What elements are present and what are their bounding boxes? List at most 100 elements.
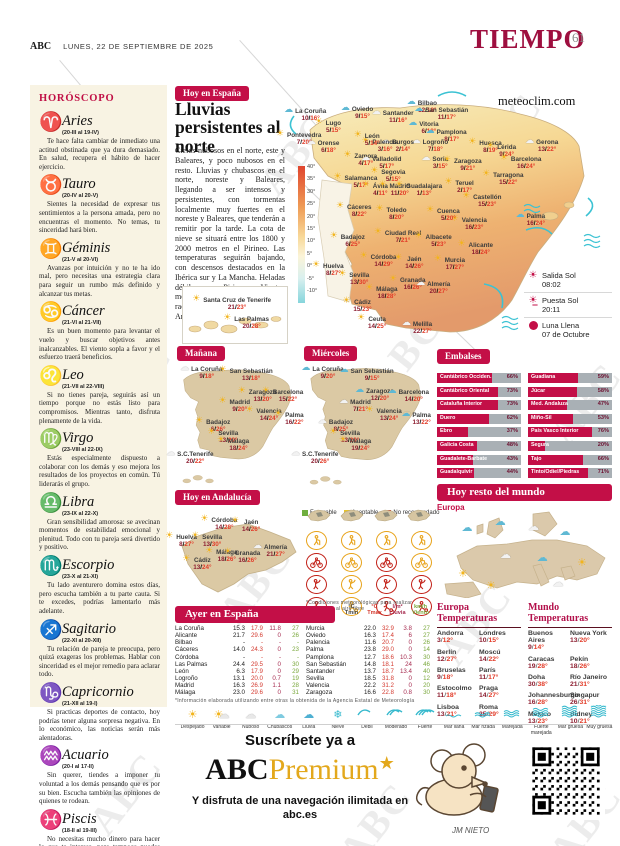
portugal-area (317, 179, 355, 303)
sign-dates: (18-II al 19-III) (62, 827, 97, 834)
table-row: Oviedo 16.3 17.4 6 27 (306, 632, 430, 640)
legend-sun-icon: ☀ Despejado (180, 709, 205, 730)
horoscope-entry: ♋ Cáncer (21-VI al 21-VII) Es un buen momen… (39, 302, 160, 361)
zodiac-icon: ♋ (39, 302, 63, 324)
reservoir-bar: Guadalete-Barbate 43% (437, 454, 521, 465)
city-weather: ☁ Burgos 2/14° (380, 135, 415, 154)
reservoir-bar: Miño-Sil 53% (528, 413, 612, 424)
city-weather: ☁ Santander 11/16° (371, 105, 414, 124)
ciclismo-icon (411, 553, 432, 572)
city-weather: ☀ Valencia 14/24° (245, 403, 282, 422)
temps-row: Doha 30/38° Río Janeiro 21/31° (528, 673, 608, 688)
region-map-icon (406, 508, 432, 528)
rain-cloud-icon: ☁ (425, 124, 435, 135)
column-header: °C Tmáx (367, 604, 382, 617)
sign-text: Estás especialmente dispuesto a colabora… (39, 454, 160, 489)
rain-cloud-icon: ☁ (301, 362, 311, 373)
source-credit: meteoclim.com (498, 94, 576, 108)
city-weather: ☀ Zamora 4/17° (343, 149, 378, 168)
table-row: Palma 23.8 29.0 0 14 (306, 646, 430, 654)
city-weather: ☁ La Coruña 9/20° (301, 362, 344, 381)
city-weather: ☀ Barcelona 16/24° (499, 151, 542, 170)
city-weather: ☀ Sevilla 13/29° (207, 425, 239, 444)
cloud-icon: ☁ (180, 362, 190, 373)
city-weather: ☁ San Sebastián 9/15° (339, 363, 394, 382)
column-header: °C Tmín (344, 604, 359, 617)
legend-s3-icon: Marejada (498, 705, 527, 730)
sign-dates: (21-VI al 21-VII) (62, 320, 102, 327)
wind-arrows-decoration (289, 91, 594, 309)
cloud-icon: ☁ (411, 135, 421, 146)
reservoir-bar: Segura 20% (528, 440, 612, 451)
star-icon: ★ (378, 753, 395, 773)
world-badge: Hoy resto del mundo (437, 484, 612, 501)
cloud-icon: ☁ (166, 447, 176, 458)
golf-icon (306, 575, 327, 594)
sun-moon-panel: ☀ Salida Sol 08:02 ☀̲ Puesta Sol 20:11 Lun… (524, 268, 612, 342)
temps-row: Johannesburgo 16/28° Singapur 26/31° (528, 692, 600, 707)
cloud-icon: ☁ (339, 395, 349, 406)
zodiac-icon: ♌ (39, 365, 63, 387)
city-weather: ☁ Almería 21/27° (253, 539, 288, 558)
city-weather: ☀ Salamanca 5/17° (333, 171, 378, 190)
city-weather: ☀ Pontevedra 7/20° (276, 127, 322, 146)
sign-dates: (21-XII al 19-I) (62, 700, 98, 707)
sun-icon: ☀ (218, 395, 227, 406)
sun-icon: ☀ (486, 580, 496, 593)
city-weather: ☀ Sevilla 13/30° (191, 530, 223, 549)
yesterday-table-headers: °C Tmín °C Tmáx l/m² Lluvia km/h Viento (340, 604, 432, 616)
city-weather: ☁ La Coruña 9/18° (180, 362, 223, 381)
sunrise-row: ☀ Salida Sol 08:02 (524, 268, 612, 293)
sun-icon: ☀ (245, 403, 254, 414)
table-row: Valencia 22.2 31.2 0 20 (306, 682, 430, 690)
region-map-icon (373, 508, 399, 528)
sun-icon: ☀ (378, 178, 387, 189)
city-weather: ☀ Las Palmas 20/28° (223, 312, 269, 331)
table-row: Murcia 22.0 32.9 3.8 27 (306, 625, 430, 633)
city-weather: ☀ Teruel 2/17° (444, 176, 474, 195)
ciclismo-icon (376, 553, 397, 572)
reservoirs-panel: Embalses Cantábrico Occiden. 66% Cantábric… (437, 346, 612, 482)
city-weather: ☀ Huesca 8/19° (468, 136, 502, 155)
city-weather: ☀ Málaga 18/26° (205, 544, 238, 563)
city-weather: ☀ Segovia 5/15° (370, 164, 406, 183)
sun-icon: ☀ (482, 168, 491, 179)
activities-footnote: *Condiciones meteorológicas para realiza… (306, 600, 413, 612)
legend-s4-icon: Fuerte marejada (527, 705, 556, 736)
moon-row: Luna Llena 07 de Octubre (524, 318, 612, 342)
city-weather: ☀ Badajoz 6/26° (195, 415, 231, 434)
city-weather: ☁ Oviedo 9/15° (340, 101, 374, 120)
ad-headline: Suscríbete ya a (244, 732, 356, 749)
rain-cloud-icon: ☁ (406, 95, 416, 106)
table-row: Córdoba - - - - (175, 653, 299, 661)
ad-brand: ABC (205, 753, 269, 786)
futbol-icon (376, 597, 397, 616)
horoscope-entry: ♌ Leo (21-VII al 22-VIII) Si no tienes pare… (39, 366, 160, 425)
city-weather: ☀ Cádiz 15/23° (342, 295, 372, 314)
sun-icon: ☀ (395, 178, 404, 189)
city-weather: ☀ Zaragoza 13/20° (237, 385, 277, 404)
andalusia-map-shape (181, 523, 297, 593)
cloud-icon: ☁ (306, 136, 316, 147)
zodiac-icon: ♉ (39, 175, 63, 197)
city-weather: ☀ Córdoba 14/28° (200, 512, 238, 531)
table-row: Pamplona 12.7 18.6 10.3 30 (306, 653, 430, 661)
city-weather: ☁ Bilbao 12/18° (406, 95, 437, 114)
today-badge: Hoy en España (175, 86, 250, 101)
sun-icon: ☀ (191, 530, 200, 541)
city-weather: ☀ San Sebastián 13/18° (218, 363, 273, 382)
city-weather: ☀ Ceuta 14/25° (356, 311, 387, 330)
sign-text: Avanzas por intuición y no te ha ido mal… (39, 263, 160, 298)
sun-icon: ☀ (231, 515, 240, 526)
sun-icon: ☀ (261, 385, 270, 396)
sun-icon: ☀ (276, 127, 285, 138)
sun-icon: ☀ (365, 282, 374, 293)
horoscope-entry: ♓ Piscis (18-II al 19-III) No necesitas muc… (39, 810, 160, 846)
sun-icon: ☀ (314, 116, 323, 126)
sun-icon: ☀ (329, 229, 338, 240)
city-weather: ☀ Sevilla 13/29° (329, 425, 361, 444)
reservoir-bar: Cataluña Interior 73% (437, 400, 521, 411)
sun-icon: ☀ (361, 135, 370, 146)
rain-cloud-icon: ☁ (387, 385, 397, 396)
sun-icon: ☀ (365, 403, 374, 414)
